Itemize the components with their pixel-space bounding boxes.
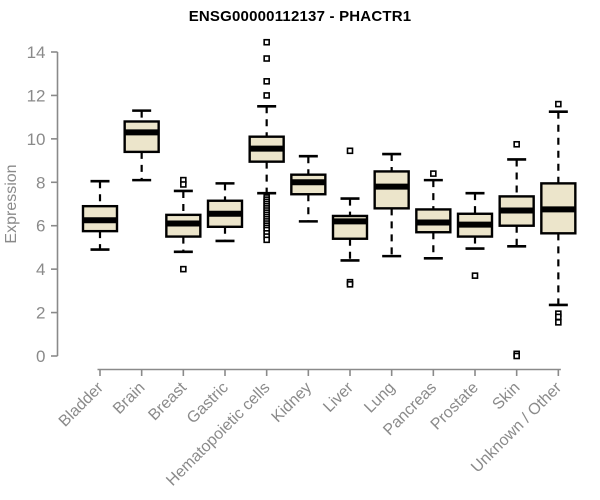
y-tick-label: 6 bbox=[36, 217, 45, 236]
y-tick-label: 14 bbox=[27, 43, 46, 62]
y-tick-label: 4 bbox=[36, 260, 45, 279]
outlier-point bbox=[555, 319, 562, 326]
y-tick-label: 8 bbox=[36, 173, 45, 192]
outlier-point bbox=[555, 313, 562, 321]
box-group-kidney bbox=[290, 154, 327, 223]
outlier-point bbox=[263, 55, 270, 62]
x-tick-label-breast: Breast bbox=[145, 379, 190, 424]
outlier-point bbox=[430, 170, 437, 177]
outlier-point bbox=[263, 92, 270, 99]
iqr-box bbox=[123, 120, 160, 154]
y-tick-label: 12 bbox=[27, 86, 46, 105]
y-axis-title: Expression bbox=[3, 164, 20, 243]
outlier-point bbox=[555, 100, 562, 108]
y-tick-label: 10 bbox=[27, 130, 46, 149]
box-group-bladder bbox=[81, 179, 119, 251]
box-group-gastric bbox=[206, 182, 244, 243]
y-tick-label: 2 bbox=[36, 304, 45, 323]
box-group-pancreas bbox=[415, 170, 452, 260]
box-group-prostate bbox=[456, 191, 494, 279]
x-tick-label-kidney: Kidney bbox=[269, 379, 316, 426]
box-group-liver bbox=[331, 147, 369, 288]
x-tick-label-skin: Skin bbox=[489, 379, 523, 413]
outlier-point bbox=[346, 281, 354, 288]
x-tick-label-brain: Brain bbox=[110, 379, 148, 417]
outlier-point bbox=[346, 147, 354, 155]
outlier-point bbox=[471, 272, 479, 279]
x-tick-label-lung: Lung bbox=[361, 379, 398, 416]
outlier-point bbox=[263, 78, 270, 85]
box-group-lung bbox=[373, 152, 410, 258]
outlier-point bbox=[180, 181, 187, 188]
box-group-brain bbox=[123, 109, 160, 182]
y-tick-label: 0 bbox=[36, 347, 45, 366]
box-group-hematopoietic-cells bbox=[248, 38, 285, 244]
box-group-unknown-other bbox=[540, 100, 577, 326]
box-group-breast bbox=[165, 176, 202, 273]
outlier-point bbox=[180, 265, 187, 273]
outlier-point bbox=[513, 140, 520, 148]
iqr-box bbox=[373, 170, 410, 210]
outlier-point bbox=[263, 38, 270, 46]
outlier-point bbox=[513, 352, 520, 360]
box-group-skin bbox=[498, 140, 535, 360]
outlier-point bbox=[263, 236, 270, 244]
x-tick-label-liver: Liver bbox=[320, 379, 357, 416]
chart-title: ENSG00000112137 - PHACTR1 bbox=[188, 8, 412, 25]
x-tick-label-bladder: Bladder bbox=[56, 379, 107, 430]
